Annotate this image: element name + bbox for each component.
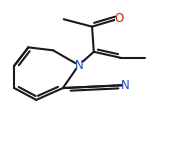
Text: N: N (121, 79, 130, 92)
Text: O: O (115, 12, 124, 25)
Text: N: N (74, 59, 83, 72)
